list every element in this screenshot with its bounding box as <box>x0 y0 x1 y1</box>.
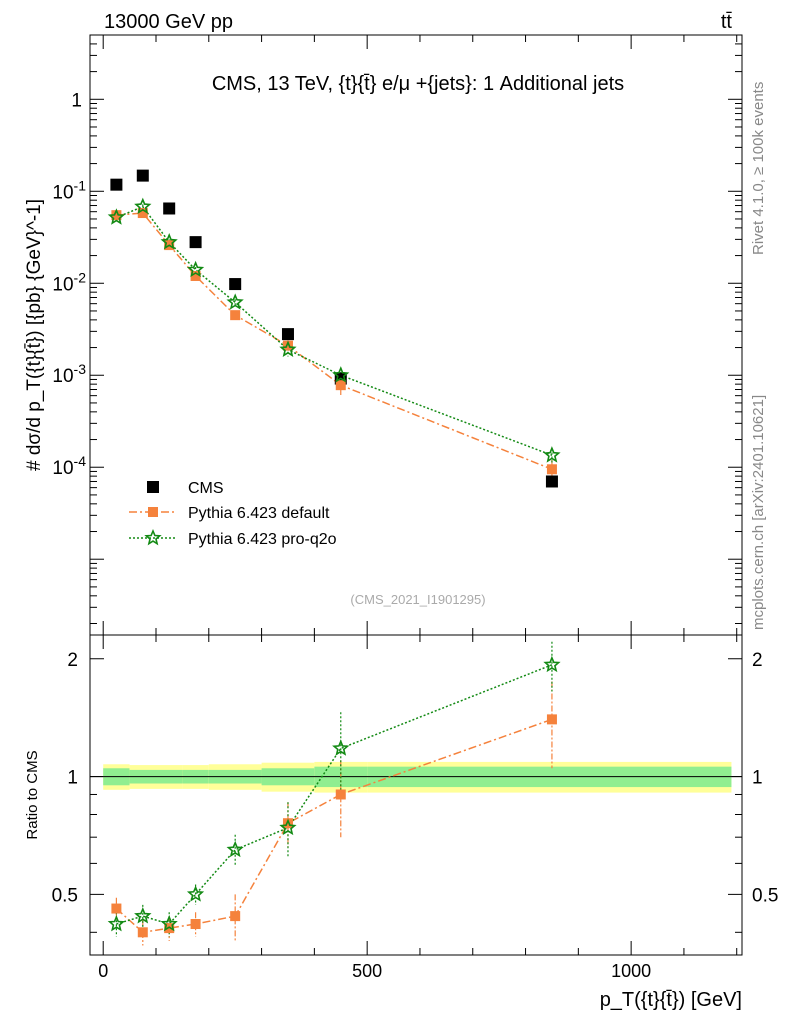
rivet-version-label: Rivet 4.1.0, ≥ 100k events <box>750 82 767 255</box>
data-point-pythia-default <box>190 270 201 281</box>
ratio-tick-label-right: 1 <box>752 768 763 789</box>
legend-label: Pythia 6.423 pro-q2o <box>188 531 337 548</box>
ratio-point-pythia-default <box>137 927 148 938</box>
y-tick-label: 1 <box>71 90 82 111</box>
ratio-content <box>90 641 742 946</box>
series-line-pythia-default <box>116 212 553 470</box>
ratio-tick-label: 1 <box>67 768 78 789</box>
legend-label: CMS <box>188 480 224 497</box>
data-point-cms <box>189 236 202 249</box>
data-point-cms <box>110 178 123 191</box>
mcplots-source-label: mcplots.cern.ch [arXiv:2401.10621] <box>750 395 767 630</box>
ratio-point-pythia-pro-q2o <box>134 906 152 924</box>
data-point-pythia-pro-q2o <box>543 446 561 463</box>
data-point-pythia-default <box>230 310 241 321</box>
ratio-point-pythia-default <box>546 714 557 725</box>
legend: CMS Pythia 6.423 default Pythia 6.423 pro-… <box>129 480 337 548</box>
ratio-point-pythia-pro-q2o <box>543 655 561 673</box>
ratio-tick-label: 2 <box>67 650 78 671</box>
ratio-y-ticks: 0.5 0.5 1 1 2 2 <box>52 650 778 933</box>
ratio-point-pythia-pro-q2o <box>186 885 205 902</box>
data-point-pythia-pro-q2o <box>186 260 205 278</box>
main-y-ticks: 10-4 10-3 10-2 10-1 1 <box>52 34 742 625</box>
data-point-cms <box>545 475 558 488</box>
ratio-point-pythia-pro-q2o <box>226 840 244 858</box>
legend-marker-cms <box>147 481 159 493</box>
ratio-point-pythia-pro-q2o <box>107 914 126 932</box>
main-content <box>107 169 561 488</box>
y-tick-label: 10-1 <box>52 177 86 203</box>
ratio-frame <box>89 634 743 956</box>
ratio-point-pythia-default <box>282 818 293 829</box>
data-point-pythia-pro-q2o <box>160 232 178 250</box>
y-tick-label: 10-4 <box>52 453 86 479</box>
x-axis-ticks: 0 500 1000 <box>98 35 738 981</box>
data-point-pythia-default <box>111 210 122 221</box>
ratio-point-pythia-default <box>230 911 241 922</box>
legend-label: Pythia 6.423 default <box>188 505 330 522</box>
ratio-point-pythia-default <box>190 919 201 930</box>
x-tick-label: 0 <box>98 961 108 981</box>
legend-marker-pythia-pro-q2o <box>144 528 162 546</box>
ratio-panel: 0.5 0.5 1 1 2 2 <box>52 634 778 956</box>
data-point-pythia-pro-q2o <box>226 293 244 310</box>
ratio-point-pythia-pro-q2o <box>332 739 350 756</box>
ratio-tick-label: 0.5 <box>52 885 78 906</box>
ratio-y-label: Ratio to CMS <box>24 750 41 839</box>
ratio-point-pythia-default <box>335 789 346 800</box>
data-point-pythia-default <box>546 464 557 475</box>
x-tick-label: 500 <box>352 961 382 981</box>
ratio-point-pythia-default <box>111 903 122 914</box>
data-point-pythia-pro-q2o <box>332 366 350 383</box>
ratio-line <box>116 664 553 925</box>
data-point-pythia-pro-q2o <box>134 197 152 214</box>
y-tick-label: 10-3 <box>52 361 86 387</box>
chart-title: CMS, 13 TeV, {t}{t̄} e/μ +{jets}: 1 Addi… <box>212 73 624 95</box>
data-point-pythia-default <box>282 340 293 351</box>
ratio-point-pythia-pro-q2o <box>279 818 297 836</box>
data-point-cms <box>281 328 294 341</box>
data-point-pythia-pro-q2o <box>107 208 126 225</box>
series-line-pythia-pro-q2o <box>116 205 553 456</box>
data-point-cms <box>163 202 176 215</box>
x-axis-label: p_T({t}{t̄}) [GeV] <box>600 989 742 1011</box>
ratio-point-pythia-pro-q2o <box>160 914 178 932</box>
data-point-pythia-default <box>335 380 346 391</box>
data-point-pythia-default <box>137 208 148 219</box>
analysis-tag: (CMS_2021_I1901295) <box>350 592 485 607</box>
header-process: 13000 GeV pp <box>104 11 233 33</box>
header-final-state: tt̄ <box>721 11 733 33</box>
y-tick-label: 10-2 <box>52 269 86 295</box>
ratio-line <box>115 718 553 934</box>
data-point-cms <box>229 278 242 291</box>
data-point-cms <box>136 169 149 182</box>
legend-marker-pythia-default <box>148 507 158 517</box>
main-panel: 10-4 10-3 10-2 10-1 1 CMS, 13 TeV, {t}{t̄} e… <box>52 34 743 636</box>
y-axis-label: # dσ/d p_T({t}{t̄}) [{pb} {GeV}^-1] <box>24 199 45 471</box>
data-point-pythia-pro-q2o <box>279 340 297 357</box>
ratio-tick-label-right: 0.5 <box>752 885 778 906</box>
x-tick-label: 1000 <box>611 961 651 981</box>
ratio-tick-label-right: 2 <box>752 650 763 671</box>
